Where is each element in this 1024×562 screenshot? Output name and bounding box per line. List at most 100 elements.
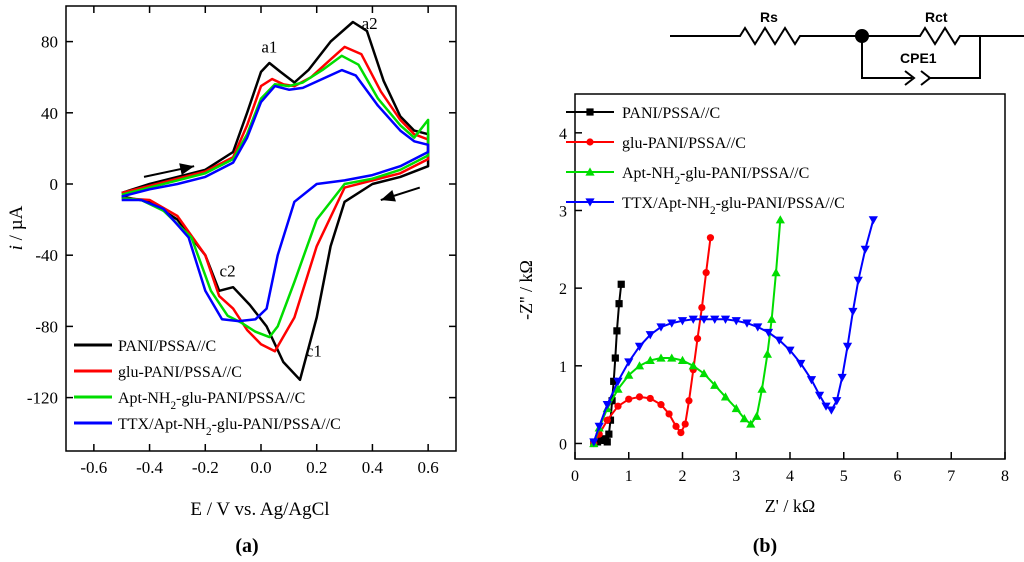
data-point xyxy=(625,395,633,403)
panel-a-ylabel: i / µA xyxy=(6,205,27,250)
circuit-rct-resistor xyxy=(862,26,981,79)
x-tick-label: 0 xyxy=(571,468,579,485)
legend-label-part: TTX/Apt-NH xyxy=(622,195,710,212)
data-point xyxy=(624,370,634,379)
data-point xyxy=(853,276,863,285)
y-tick-label: -40 xyxy=(35,246,58,265)
panel-b-xlabel: Z' / kΩ xyxy=(765,496,816,516)
circuit-rs-resistor xyxy=(670,26,862,46)
legend-label: Apt-NH2-glu-PANI/PSSA//C xyxy=(622,165,809,187)
data-point xyxy=(677,317,688,326)
panel-a-ylabel-rest: / µA xyxy=(6,205,27,245)
data-point xyxy=(594,422,604,431)
data-point xyxy=(688,315,698,324)
data-point xyxy=(698,303,706,312)
data-point xyxy=(868,216,878,225)
data-point xyxy=(610,377,618,385)
x-tick-label: 0.2 xyxy=(306,458,327,477)
legend-label: glu-PANI/PSSA//C xyxy=(118,364,242,381)
y-tick-label: 40 xyxy=(41,104,58,123)
data-point xyxy=(731,317,741,326)
circuit-cpe-label: CPE1 xyxy=(900,50,937,66)
data-point xyxy=(656,323,666,332)
peak-annotation: a1 xyxy=(261,37,277,56)
panel-a-chart: -0.6 -0.4 -0.2 0.0 0.2 0.4 0.6-120-80-4004080 … xyxy=(6,5,457,557)
data-point xyxy=(657,401,665,409)
panel-a-ylabel-italic: i xyxy=(6,245,27,250)
data-point xyxy=(699,315,709,324)
legend-label-part: TTX/Apt-NH xyxy=(118,416,206,433)
data-point xyxy=(710,315,720,324)
data-point xyxy=(720,392,731,401)
x-tick-label: 2 xyxy=(679,468,687,485)
data-point xyxy=(693,335,702,343)
y-tick-label: 0 xyxy=(559,436,567,453)
data-point xyxy=(656,353,666,362)
y-tick-label: 2 xyxy=(559,281,567,298)
data-point xyxy=(672,422,680,430)
data-point xyxy=(742,319,752,328)
circuit-rct-label: Rct xyxy=(925,9,948,25)
panel-b-curves xyxy=(589,215,878,448)
data-point xyxy=(667,353,677,362)
data-point xyxy=(796,359,806,369)
legend-label-part: 2 xyxy=(674,175,680,187)
data-point xyxy=(667,319,677,328)
data-point xyxy=(832,397,842,406)
data-point xyxy=(589,438,599,447)
panel-b-ylabel: -Z'' / kΩ xyxy=(516,260,536,320)
data-point xyxy=(617,280,625,288)
data-point xyxy=(615,300,623,308)
data-point xyxy=(635,393,644,401)
data-point xyxy=(720,315,731,324)
data-point xyxy=(645,355,655,364)
legend-label-part: glu-PANI/PSSA//C xyxy=(622,135,746,152)
x-tick-label: 0.6 xyxy=(418,458,439,477)
data-point xyxy=(814,391,825,400)
data-point xyxy=(677,355,688,364)
data-point xyxy=(645,331,655,340)
peak-annotation: a2 xyxy=(362,14,378,33)
x-tick-label: 8 xyxy=(1001,468,1009,485)
data-point xyxy=(624,358,634,367)
x-tick-label: -0.6 xyxy=(80,458,107,477)
data-point xyxy=(665,410,673,418)
legend-label-part: PANI/PSSA//C xyxy=(622,105,720,122)
scan-arrow-head xyxy=(380,190,396,202)
panel-a-axes: -0.6 -0.4 -0.2 0.0 0.2 0.4 0.6 -120 -80 -40 0 40 80 xyxy=(27,6,456,477)
legend-label-part: -glu-PANI/PSSA//C xyxy=(176,390,305,407)
data-point xyxy=(860,245,870,254)
legend-label-part: Apt-NH xyxy=(118,390,171,407)
legend-label-part: -glu-PANI/PSSA//C xyxy=(680,165,809,182)
data-point xyxy=(685,397,693,405)
legend-label-part: PANI/PSSA//C xyxy=(118,338,216,355)
data-point xyxy=(746,419,756,428)
legend-label: TTX/Apt-NH2-glu-PANI/PSSA//C xyxy=(118,416,341,438)
data-point xyxy=(611,354,619,362)
circuit-cpe-wire xyxy=(861,36,912,79)
data-point xyxy=(826,406,836,415)
data-point xyxy=(706,234,715,242)
data-point xyxy=(646,394,654,403)
data-point xyxy=(699,368,709,378)
peak-annotation: c1 xyxy=(306,342,322,361)
data-point xyxy=(752,411,762,420)
data-point xyxy=(767,314,777,323)
panel-b-label: (b) xyxy=(753,535,777,557)
data-point xyxy=(602,401,612,410)
legend-label: TTX/Apt-NH2-glu-PANI/PSSA//C xyxy=(622,195,845,217)
x-tick-label: 4 xyxy=(786,468,794,485)
data-point xyxy=(762,349,773,358)
data-point xyxy=(586,138,594,146)
peak-annotation: c2 xyxy=(220,262,236,281)
cv-curve xyxy=(121,45,430,353)
x-tick-label: 0.0 xyxy=(250,458,271,477)
data-point xyxy=(753,323,763,332)
data-point xyxy=(614,402,622,410)
data-point xyxy=(763,328,774,338)
data-point xyxy=(821,402,831,411)
data-point xyxy=(774,336,784,345)
x-tick-label: 1 xyxy=(625,468,633,485)
cv-curve xyxy=(121,20,430,382)
